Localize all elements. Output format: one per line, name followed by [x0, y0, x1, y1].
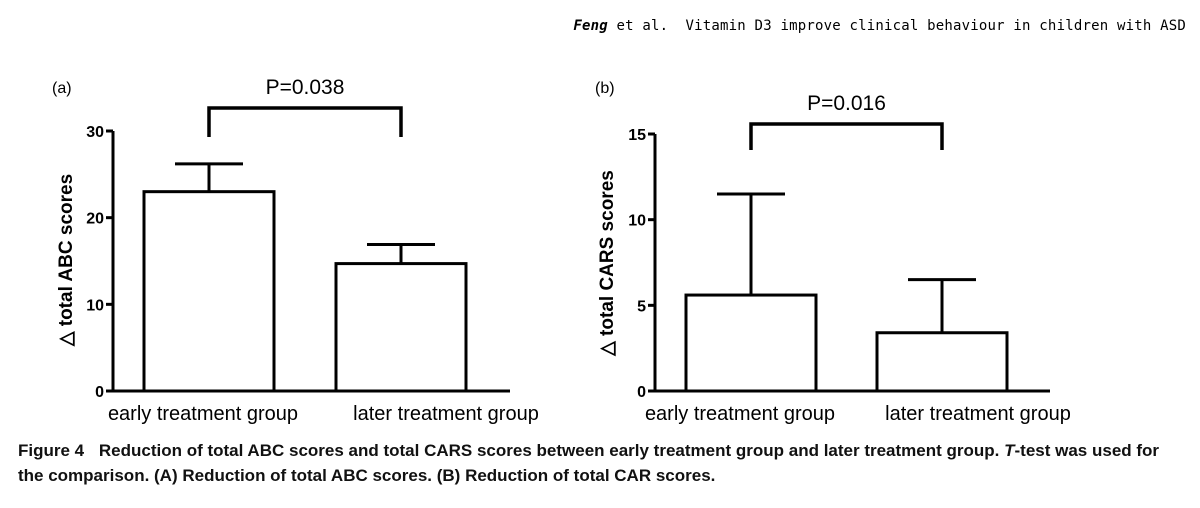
header-title: Vitamin D3 improve clinical behaviour in…	[685, 18, 1186, 34]
panel-a-y-tick-label: 0	[95, 384, 104, 401]
panel-a-label: (a)	[52, 80, 72, 97]
header-etal: et al.	[616, 18, 669, 34]
header-authors: Feng	[573, 18, 608, 34]
panel-a-y-tick-label: 20	[86, 211, 104, 228]
running-header: Feng et al. Vitamin D3 improve clinical …	[573, 18, 1186, 34]
panel-a-p-value: P=0.038	[266, 76, 345, 99]
caption-ttest: T	[1004, 441, 1015, 460]
caption-text-1: Reduction of total ABC scores and total …	[98, 441, 1000, 460]
panel-a-y-axis-label: △ total ABC scores	[56, 174, 77, 347]
panel-b-label: (b)	[595, 80, 615, 97]
caption-label: Figure 4	[18, 441, 85, 460]
panel-b-y-tick-label: 0	[637, 384, 646, 401]
panel-a-y-tick-label: 30	[86, 124, 104, 141]
panel-a-category-label: early treatment group	[108, 403, 298, 425]
panel-b-category-label: later treatment group	[885, 403, 1071, 425]
panel-b-y-tick-label: 15	[628, 127, 646, 144]
figure-caption: Figure 4 Reduction of total ABC scores a…	[18, 438, 1188, 488]
panel-b-category-label: early treatment group	[645, 403, 835, 425]
panel-b-significance-bracket	[749, 122, 944, 150]
panel-b-y-tick-label: 5	[637, 298, 646, 315]
panel-a-category-label: later treatment group	[353, 403, 539, 425]
panel-a-bar	[334, 262, 468, 393]
panel-b-y-axis-label: △ total CARS scores	[597, 170, 618, 357]
figure-charts: (a) 0 10 20 30 △ total ABC scores early treatm…	[52, 76, 1071, 425]
panel-b-bar	[875, 331, 1009, 393]
panel-a-significance-bracket	[207, 106, 403, 137]
panel-a-bar	[142, 190, 276, 393]
panel-a-y-tick-label: 10	[86, 297, 104, 314]
panel-b-y-tick-label: 10	[628, 213, 646, 230]
panel-b-p-value: P=0.016	[807, 92, 886, 115]
panel-b-bar	[684, 293, 818, 393]
caption-text-2: -test was used for the comparison. (A) R…	[18, 441, 1160, 485]
